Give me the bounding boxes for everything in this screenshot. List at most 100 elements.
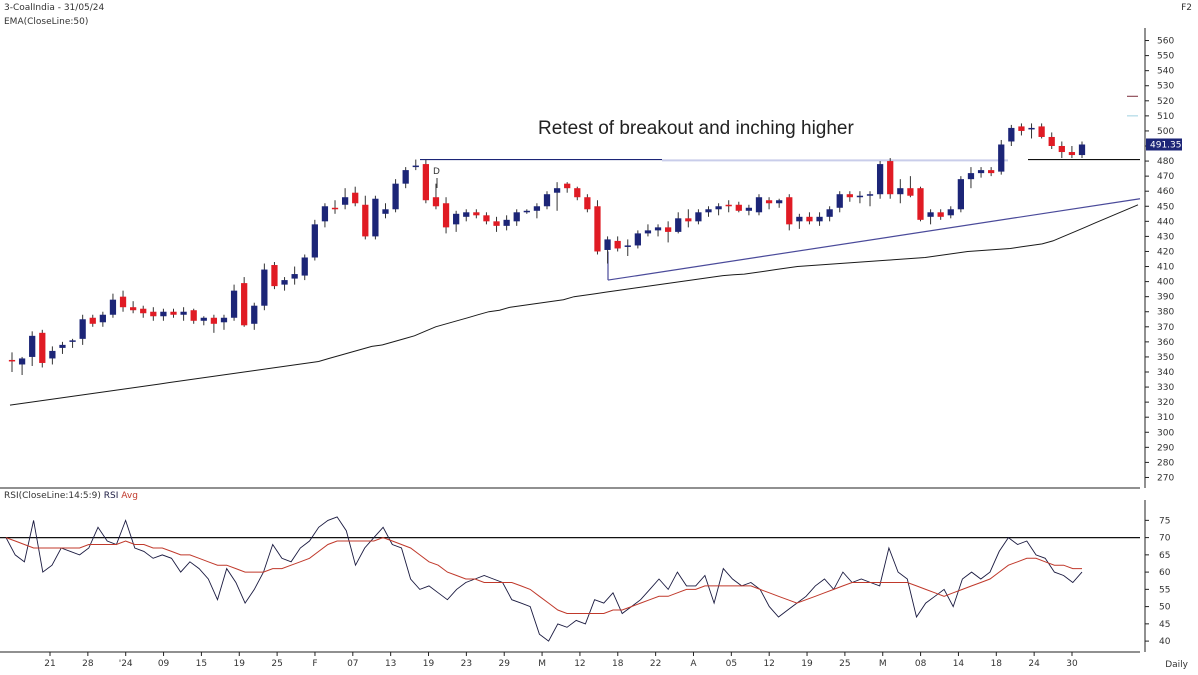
candle-body	[69, 340, 76, 342]
candle-body	[473, 212, 480, 216]
candle-body	[755, 197, 763, 213]
x-tick-label: 18	[612, 659, 624, 669]
period-label: Daily	[1165, 660, 1188, 670]
candle-body	[372, 198, 379, 237]
candle-body	[483, 215, 490, 222]
price-tick-label: 270	[1157, 473, 1174, 483]
candle-body	[18, 358, 26, 365]
candle-body	[220, 317, 228, 323]
x-tick-label: 19	[423, 659, 435, 669]
candle-body	[261, 269, 268, 306]
rsi-label: RSI(CloseLine:14:5:9)	[4, 491, 101, 501]
candle-body	[160, 311, 167, 317]
candle-body	[977, 170, 985, 174]
x-tick-label: F	[312, 659, 317, 669]
candle-body	[1008, 127, 1015, 142]
candle-body	[1068, 152, 1076, 156]
candle-body	[856, 195, 864, 198]
candle-body	[432, 197, 440, 207]
candle-body	[665, 227, 672, 232]
candle-body	[675, 218, 682, 232]
candle-body	[251, 305, 258, 324]
candle-body	[685, 218, 692, 222]
last-price-box	[1146, 138, 1182, 151]
candle-body	[988, 170, 995, 174]
rising-trendline	[607, 198, 1141, 281]
candle-body	[553, 188, 561, 193]
candle-body	[564, 183, 571, 189]
candle-body	[634, 233, 641, 246]
x-tick-label: 13	[385, 659, 396, 669]
candle-body	[422, 164, 429, 201]
candle-body	[533, 206, 541, 211]
price-tick-label: 370	[1157, 323, 1174, 333]
price-panel: Retest of breakout and inching higher D	[8, 95, 1141, 406]
candle-body	[806, 216, 813, 222]
candle-body	[523, 210, 530, 213]
price-tick-label: 500	[1157, 127, 1174, 137]
price-tick-label: 480	[1157, 157, 1174, 167]
x-tick-label: 08	[915, 659, 927, 669]
x-tick-label: 22	[650, 659, 661, 669]
x-tick-label: M	[538, 659, 546, 669]
price-tick-label: 460	[1157, 187, 1174, 197]
axes: 5605505405305205105004904804704604504404…	[0, 28, 1182, 669]
candle-body	[836, 194, 843, 208]
rsi-tick-label: 70	[1159, 534, 1171, 544]
candle-body	[29, 335, 36, 357]
ema-50-line	[9, 204, 1139, 406]
x-tick-label: 25	[839, 659, 850, 669]
x-tick-label: 15	[196, 659, 207, 669]
candle-body	[594, 206, 601, 252]
candle-body	[876, 164, 884, 195]
price-tick-label: 470	[1157, 172, 1174, 182]
x-tick-label: 05	[726, 659, 737, 669]
rsi-tick-label: 40	[1159, 637, 1171, 647]
price-tick-label: 300	[1157, 428, 1174, 438]
candle-body	[311, 224, 318, 258]
candle-body	[382, 209, 389, 214]
candle-body	[109, 299, 117, 315]
x-tick-label: '24	[119, 659, 133, 669]
rsi-tick-label: 55	[1159, 585, 1170, 595]
x-tick-label: 07	[347, 659, 358, 669]
price-tick-label: 510	[1157, 112, 1174, 122]
candle-body	[735, 204, 742, 211]
candle-body	[1018, 126, 1025, 131]
price-tick-label: 390	[1157, 293, 1174, 303]
x-tick-label: 24	[1028, 659, 1040, 669]
candle-body	[624, 245, 631, 247]
candle-body	[917, 188, 924, 220]
candle-body	[463, 212, 470, 217]
candle-body	[796, 216, 803, 222]
x-tick-label: 14	[953, 659, 965, 669]
candle-body	[341, 197, 349, 205]
price-tick-label: 430	[1157, 232, 1174, 242]
candle-body	[957, 179, 964, 210]
candle-body	[140, 308, 147, 314]
candle-body	[745, 207, 753, 211]
candle-body	[816, 216, 823, 222]
candle-body	[493, 221, 500, 226]
candle-body	[190, 310, 197, 321]
price-tick-label: 420	[1157, 247, 1174, 257]
rsi-tick-label: 50	[1159, 603, 1171, 613]
candle-body	[321, 206, 329, 222]
price-tick-label: 320	[1157, 398, 1174, 408]
symbol-header: 3-CoalIndia - 31/05/24	[4, 3, 105, 13]
candle-body	[402, 170, 409, 184]
last-price-label: 491.35	[1150, 140, 1182, 150]
price-tick-label: 380	[1157, 308, 1174, 318]
candle-body	[1048, 136, 1055, 146]
price-tick-label: 310	[1157, 413, 1174, 423]
signal-marker: D	[433, 167, 440, 177]
candle-body	[574, 188, 581, 198]
x-tick-label: 19	[801, 659, 813, 669]
candle-body	[281, 280, 288, 285]
candle-body	[119, 296, 127, 308]
x-tick-label: 25	[271, 659, 282, 669]
rsi-indicator-label: RSI(CloseLine:14:5:9) RSI Avg	[4, 491, 138, 501]
candle-body	[543, 194, 551, 207]
x-tick-label: 18	[991, 659, 1003, 669]
